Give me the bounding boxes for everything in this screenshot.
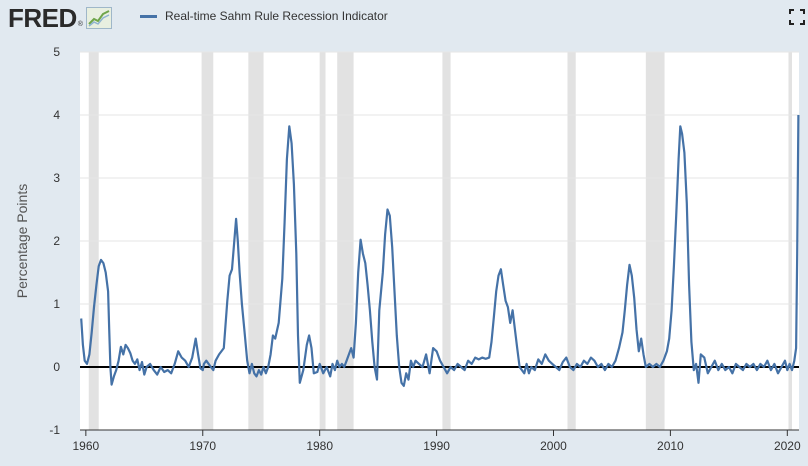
- y-tick-label: 0: [53, 360, 60, 374]
- y-tick-label: 5: [53, 45, 60, 59]
- x-tick-label: 2000: [540, 439, 567, 453]
- chart-area: -1 0 1 2 3 4 5 1960 1970 1980 1990 2000 2010 2020 Perc…: [0, 36, 808, 461]
- y-tick-label: 4: [53, 108, 60, 122]
- x-tick-label: 1970: [189, 439, 216, 453]
- fred-logo-text: FRED: [8, 3, 77, 33]
- y-tick-label: 2: [53, 234, 60, 248]
- x-tick-label: 2020: [774, 439, 801, 453]
- y-tick-label: 3: [53, 171, 60, 185]
- line-chart[interactable]: -1 0 1 2 3 4 5 1960 1970 1980 1990 2000 2010 2020 Perc…: [0, 36, 808, 461]
- legend-swatch: [140, 14, 157, 18]
- registered-mark: ®: [77, 20, 83, 28]
- x-tick-label: 1960: [72, 439, 99, 453]
- fred-logo[interactable]: FRED ®: [8, 4, 112, 32]
- y-tick-label: 1: [53, 297, 60, 311]
- y-tick-label: -1: [49, 423, 60, 437]
- x-tick-label: 1980: [306, 439, 333, 453]
- y-axis-label: Percentage Points: [14, 184, 30, 298]
- chart-header: FRED ® Real-time Sahm Rule Recession Ind…: [0, 0, 808, 36]
- x-tick-label: 2010: [657, 439, 684, 453]
- series-line: [80, 114, 800, 387]
- legend-label: Real-time Sahm Rule Recession Indicator: [165, 9, 388, 23]
- x-tick-label: 1990: [423, 439, 450, 453]
- fullscreen-icon[interactable]: [788, 8, 806, 26]
- fred-graph-icon: [85, 7, 112, 29]
- chart-legend: Real-time Sahm Rule Recession Indicator: [140, 9, 388, 23]
